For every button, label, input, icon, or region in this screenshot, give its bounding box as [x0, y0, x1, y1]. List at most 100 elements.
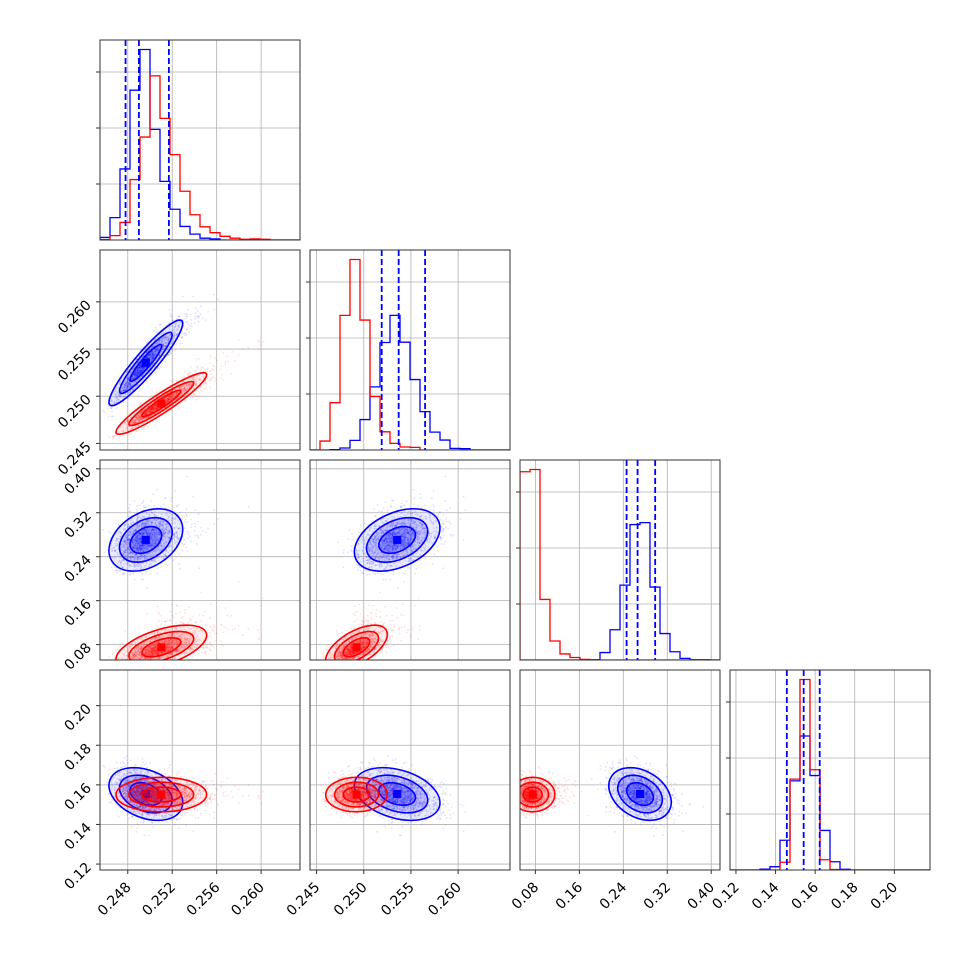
sample-point [206, 383, 208, 385]
sample-point [205, 319, 207, 321]
sample-point [129, 574, 131, 576]
sample-point [195, 395, 197, 397]
sample-point [184, 332, 186, 334]
sample-point [170, 315, 172, 317]
sample-point [107, 408, 109, 410]
sample-point [186, 316, 188, 318]
sample-point [221, 365, 223, 367]
sample-point [223, 379, 225, 381]
sample-point [201, 366, 203, 368]
sample-point [157, 567, 159, 569]
sample-point [190, 323, 192, 325]
sample-point [156, 573, 158, 575]
sample-point [185, 518, 187, 520]
histogram-panel-1-1 [306, 250, 510, 450]
sample-point [194, 316, 196, 318]
sample-point [184, 400, 186, 402]
sample-point [147, 340, 149, 342]
sample-point [159, 366, 161, 368]
sample-point [116, 572, 118, 574]
sample-point [213, 509, 215, 511]
sample-point [156, 489, 158, 491]
sample-point [142, 579, 144, 581]
sample-point [148, 338, 150, 340]
sample-point [194, 526, 196, 528]
sample-point [189, 325, 191, 327]
sample-point [187, 323, 189, 325]
sample-point [135, 508, 137, 510]
sample-point [181, 550, 183, 552]
sample-point [207, 367, 209, 369]
sample-point [196, 543, 198, 545]
histogram-panel-0-0 [96, 40, 300, 240]
sample-point [186, 476, 188, 478]
sample-point [184, 543, 186, 545]
sample-point [222, 352, 224, 354]
sample-point [190, 541, 192, 543]
sample-point [189, 372, 191, 374]
sample-point [181, 342, 183, 344]
sample-point [214, 381, 216, 383]
sample-point [147, 381, 149, 383]
sample-point [213, 377, 215, 379]
sample-point [108, 436, 110, 438]
sample-point [104, 551, 106, 553]
sample-point [161, 506, 163, 508]
sample-point [139, 388, 141, 390]
sample-point [227, 361, 229, 363]
sample-point [207, 311, 209, 313]
sample-point [248, 244, 250, 246]
sample-point [145, 571, 147, 573]
scatter-panel-0-2: 0.080.160.240.320.40 [61, 460, 300, 678]
sample-point [198, 567, 200, 569]
sample-point [116, 435, 118, 437]
sample-point [185, 546, 187, 548]
sample-point [111, 407, 113, 409]
sample-point [194, 530, 196, 532]
sample-point [238, 339, 240, 341]
sample-point [173, 379, 175, 381]
panel-plot-area [98, 460, 300, 678]
sample-point [194, 322, 196, 324]
sample-point [196, 390, 198, 392]
sample-point [145, 573, 147, 575]
sample-point [260, 344, 262, 346]
sample-point [196, 365, 198, 367]
sample-point [169, 309, 171, 311]
sample-point [220, 369, 222, 371]
histogram-series-1 [520, 470, 720, 660]
sample-point [139, 504, 141, 506]
sample-point [172, 319, 174, 321]
x-tick-label: 0.20 [868, 880, 901, 913]
sample-point [257, 340, 259, 342]
sample-point [196, 315, 198, 317]
sample-point [184, 371, 186, 373]
sample-point [194, 394, 196, 396]
sample-point [116, 407, 118, 409]
sample-point [158, 390, 160, 392]
y-tick-label: 0.255 [55, 345, 95, 385]
sample-point [179, 343, 181, 345]
sample-point [169, 507, 171, 509]
sample-point [225, 363, 227, 365]
sample-point [194, 523, 196, 525]
sample-point [128, 397, 130, 399]
sample-point [141, 503, 143, 505]
sample-point [190, 366, 192, 368]
sample-point [151, 390, 153, 392]
sample-point [153, 330, 155, 332]
sample-point [187, 538, 189, 540]
sample-point [196, 358, 198, 360]
sample-point [176, 380, 178, 382]
sample-point [178, 408, 180, 410]
sample-point [213, 369, 215, 371]
sample-point [186, 515, 188, 517]
histogram-panel-2-2 [516, 460, 720, 660]
sample-point [215, 378, 217, 380]
sample-point [143, 500, 145, 502]
sample-point [102, 529, 104, 531]
sample-point [203, 384, 205, 386]
sample-point [171, 349, 173, 351]
panel-plot-area [100, 40, 300, 240]
